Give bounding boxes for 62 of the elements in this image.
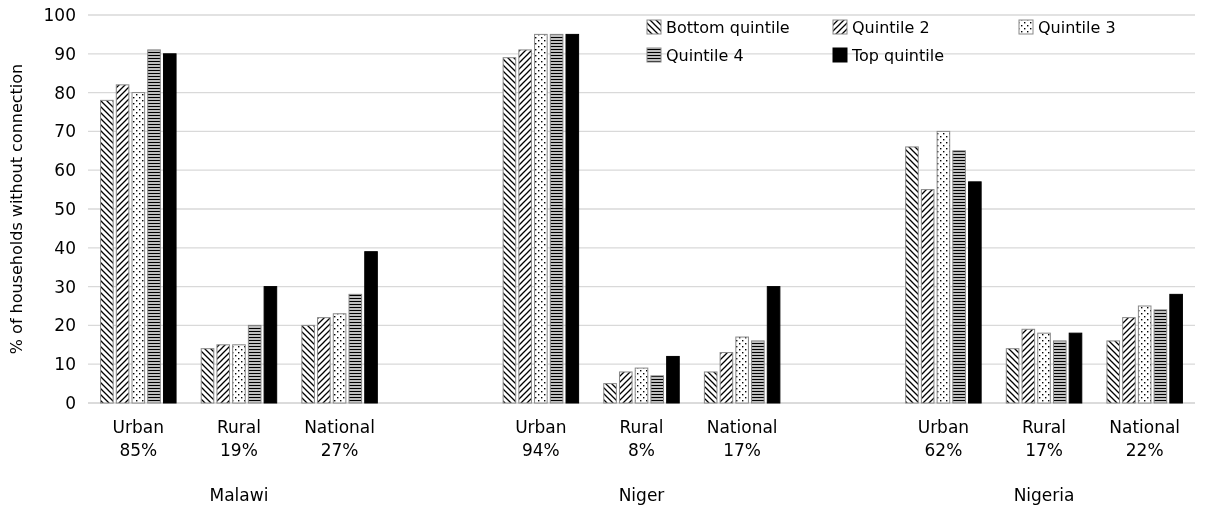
bar — [232, 344, 246, 404]
y-tick-label: 0 — [65, 392, 76, 413]
bar — [1068, 332, 1083, 404]
bar — [603, 383, 617, 404]
bar — [263, 286, 278, 404]
x-tick-label: Rural 19% — [216, 417, 261, 460]
y-tick-label: 50 — [54, 198, 76, 219]
y-tick-label: 80 — [54, 82, 76, 103]
x-tick-label: Urban 94% — [515, 417, 567, 460]
bar — [247, 324, 262, 404]
y-tick-label: 90 — [54, 43, 76, 64]
bar — [147, 49, 161, 404]
text: Niger — [618, 485, 665, 505]
bar — [1169, 293, 1183, 404]
y-tick-label: 20 — [54, 315, 76, 336]
text: Nigeria — [1013, 485, 1075, 505]
legend-label: Bottom quintile — [666, 17, 790, 37]
bar — [952, 150, 966, 404]
bar — [317, 317, 331, 404]
bar — [751, 340, 765, 404]
bar — [1106, 340, 1121, 404]
x-tick-label: National 27% — [304, 417, 376, 460]
x-tick-label: Rural 17% — [1022, 417, 1067, 460]
y-tick-label: 100 — [43, 4, 76, 25]
legend-label: Quintile 2 — [852, 17, 930, 37]
bar — [1037, 332, 1051, 404]
bar — [549, 33, 564, 404]
x-tick-label: Rural 8% — [619, 417, 664, 460]
x-tick-label: Urban 85% — [112, 417, 165, 460]
y-axis-title: % of households without connection — [7, 63, 26, 355]
legend-label: Top quintile — [851, 45, 944, 65]
y-tick-label: 60 — [54, 160, 76, 181]
bar — [502, 57, 517, 404]
text: Malawi — [209, 485, 269, 505]
y-tick-label: 10 — [54, 354, 76, 375]
legend-label: Quintile 3 — [1038, 17, 1116, 37]
legend-label: Quintile 4 — [666, 45, 744, 65]
bar — [200, 348, 215, 404]
bar — [364, 251, 378, 404]
bar — [301, 324, 315, 404]
y-tick-label: 40 — [54, 237, 76, 258]
x-tick-label: National 17% — [706, 417, 778, 460]
x-tick-label: Urban 62% — [917, 417, 970, 460]
bar — [650, 375, 665, 404]
bar — [216, 344, 231, 404]
bar — [905, 146, 919, 404]
y-tick-label: 30 — [54, 276, 76, 297]
bar — [618, 371, 633, 404]
bar — [968, 181, 982, 404]
bar — [534, 33, 548, 404]
y-tick-label: 70 — [54, 121, 76, 142]
bar — [634, 367, 649, 404]
bar — [666, 355, 680, 404]
bar — [735, 336, 749, 404]
bar — [518, 49, 532, 404]
bar — [1052, 340, 1067, 404]
bar — [162, 53, 177, 404]
bar — [565, 33, 580, 404]
bar — [1122, 317, 1136, 404]
bar — [100, 99, 114, 404]
x-tick-label: National 22% — [1109, 417, 1181, 460]
bar — [766, 286, 781, 404]
